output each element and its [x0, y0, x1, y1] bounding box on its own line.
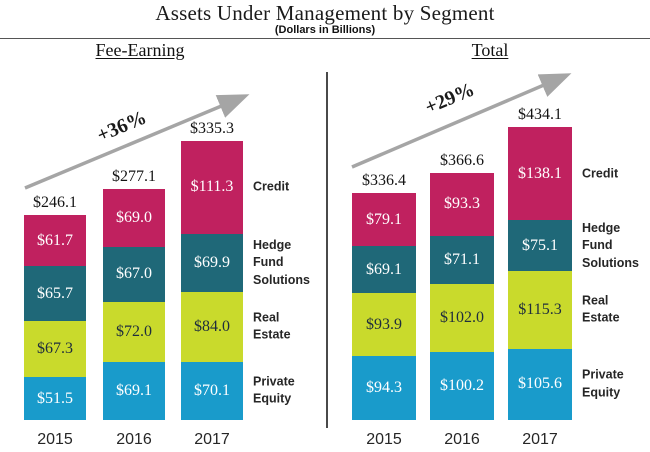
segment-value-label: $75.1 [522, 236, 558, 254]
series-label-real_estate: Real Estate [582, 293, 620, 325]
segment-value-label: $111.3 [190, 178, 234, 196]
bar-segment-real_estate: $115.3 [508, 270, 572, 349]
series-label-hedge_fund_solutions: Hedge Fund Solutions [582, 220, 639, 270]
bar-total-label: $335.3 [190, 120, 234, 137]
stacked-bar-2017: $111.3 $69.9 $84.0 $70.1 [181, 141, 243, 420]
header-rule-line [0, 38, 650, 39]
bar-segment-real_estate: $93.9 [352, 293, 416, 357]
series-label-real_estate: Real Estate [253, 310, 291, 342]
segment-value-label: $93.9 [366, 315, 402, 333]
bar-segment-credit: $138.1 [508, 127, 572, 221]
bar-segment-real_estate: $72.0 [103, 302, 165, 363]
bar-segment-credit: $93.3 [430, 173, 494, 236]
segment-value-label: $79.1 [366, 210, 402, 228]
fee-earning-header: Fee-Earning [95, 40, 185, 60]
bar-segment-real_estate: $102.0 [430, 283, 494, 353]
bar-segment-hedge_fund_solutions: $65.7 [24, 266, 86, 322]
chart-subtitle: (Dollars in Billions) [274, 24, 376, 36]
x-axis-label-2015: 2015 [37, 431, 73, 448]
bar-segment-private_equity: $69.1 [103, 362, 165, 420]
bar-total-label: $277.1 [112, 168, 156, 185]
bar-segment-private_equity: $94.3 [352, 356, 416, 420]
bar-segment-hedge_fund_solutions: $69.9 [181, 233, 243, 292]
growth-label-fee-earning: +36% [93, 106, 150, 147]
bar-total-label: $434.1 [518, 106, 562, 123]
stacked-bar-2016: $93.3 $71.1 $102.0 $100.2 [430, 173, 494, 420]
bar-segment-credit: $61.7 [24, 215, 86, 267]
segment-value-label: $94.3 [366, 379, 402, 397]
bar-segment-hedge_fund_solutions: $69.1 [352, 246, 416, 293]
page-title: Assets Under Management by Segment [155, 1, 495, 25]
segment-value-label: $67.0 [116, 265, 152, 283]
segment-value-label: $72.0 [116, 323, 152, 341]
segment-value-label: $71.1 [444, 250, 480, 268]
bar-total-label: $366.6 [440, 152, 484, 169]
segment-value-label: $69.9 [194, 253, 230, 271]
segment-value-label: $100.2 [440, 377, 484, 395]
segment-value-label: $69.1 [116, 382, 152, 400]
segment-value-label: $84.0 [194, 317, 230, 335]
bar-total-label: $336.4 [362, 172, 406, 189]
series-label-private_equity: Private Equity [582, 367, 624, 400]
bar-total-label: $246.1 [33, 194, 77, 211]
stacked-bar-2016: $69.0 $67.0 $72.0 $69.1 [103, 189, 165, 420]
stacked-bar-2015: $61.7 $65.7 $67.3 $51.5 [24, 215, 86, 420]
x-axis-label-2016: 2016 [444, 431, 480, 448]
segment-value-label: $69.0 [116, 208, 152, 226]
bar-segment-hedge_fund_solutions: $75.1 [508, 220, 572, 271]
stacked-bar-2015: $79.1 $69.1 $93.9 $94.3 [352, 193, 416, 420]
bar-segment-real_estate: $67.3 [24, 321, 86, 378]
total-header: Total [471, 40, 509, 60]
bar-segment-hedge_fund_solutions: $67.0 [103, 246, 165, 303]
bar-segment-private_equity: $51.5 [24, 377, 86, 420]
segment-value-label: $67.3 [37, 340, 73, 358]
x-axis-label-2016: 2016 [116, 431, 152, 448]
bar-segment-credit: $69.0 [103, 189, 165, 247]
growth-label-total: +29% [421, 78, 478, 119]
segment-value-label: $69.1 [366, 260, 402, 278]
segment-value-label: $51.5 [37, 389, 73, 407]
bar-segment-private_equity: $105.6 [508, 348, 572, 421]
bar-segment-private_equity: $100.2 [430, 352, 494, 420]
bar-segment-credit: $111.3 [181, 141, 243, 234]
segment-value-label: $61.7 [37, 231, 73, 249]
series-label-hedge_fund_solutions: Hedge Fund Solutions [253, 237, 310, 287]
bar-segment-real_estate: $84.0 [181, 291, 243, 362]
x-axis-label-2017: 2017 [194, 431, 230, 448]
segment-value-label: $102.0 [440, 309, 484, 327]
segment-value-label: $105.6 [518, 375, 562, 393]
series-label-credit: Credit [253, 179, 290, 194]
x-axis-label-2017: 2017 [522, 431, 558, 448]
segment-value-label: $93.3 [444, 195, 480, 213]
bar-segment-private_equity: $70.1 [181, 361, 243, 420]
bar-segment-hedge_fund_solutions: $71.1 [430, 235, 494, 284]
segment-value-label: $65.7 [37, 284, 73, 302]
segment-value-label: $115.3 [518, 300, 562, 318]
chart-divider-line [326, 72, 328, 428]
x-axis-label-2015: 2015 [366, 431, 402, 448]
segment-value-label: $138.1 [518, 164, 562, 182]
segment-value-label: $70.1 [194, 381, 230, 399]
series-label-credit: Credit [582, 165, 619, 180]
series-label-private_equity: Private Equity [253, 374, 295, 406]
bar-segment-credit: $79.1 [352, 193, 416, 247]
stacked-bar-2017: $138.1 $75.1 $115.3 $105.6 [508, 127, 572, 421]
